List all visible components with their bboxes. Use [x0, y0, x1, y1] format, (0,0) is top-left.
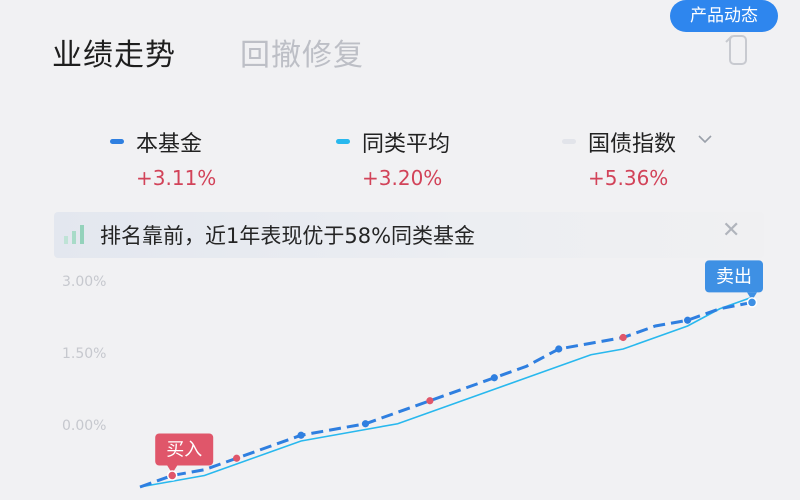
y-tick-label: 0.00%	[62, 418, 106, 434]
sell-marker[interactable]: 卖出	[705, 260, 763, 308]
series-line-category-average	[139, 296, 753, 488]
series-line-fund	[139, 300, 753, 489]
legend-swatch-category-average	[336, 139, 350, 144]
tab-performance[interactable]: 业绩走势	[52, 38, 176, 73]
buy-marker-label: 买入	[166, 440, 202, 461]
legend-name: 本基金	[136, 132, 203, 157]
legend-name: 同类平均	[362, 132, 451, 157]
y-tick-label: 1.50%	[62, 346, 106, 362]
legend-name: 国债指数	[588, 132, 677, 157]
trade-point	[233, 454, 241, 462]
phone-icon[interactable]	[722, 32, 752, 68]
legend-swatch-treasury-index	[562, 139, 576, 144]
performance-chart: 3.00% 1.50% 0.00% 买入 卖出	[62, 260, 763, 489]
close-icon[interactable]: ✕	[722, 218, 741, 243]
y-axis-ticks: 3.00% 1.50% 0.00%	[62, 274, 106, 434]
trade-point	[555, 345, 563, 353]
legend-swatch-fund	[110, 139, 124, 144]
ranking-text: 排名靠前，近1年表现优于58%同类基金	[100, 224, 476, 248]
buy-marker[interactable]: 买入	[155, 433, 214, 481]
product-news-button[interactable]: 产品动态	[670, 0, 778, 32]
sell-marker-label: 卖出	[716, 266, 752, 287]
legend-value: +5.36%	[588, 166, 669, 190]
chevron-down-icon[interactable]	[696, 130, 714, 153]
trade-point	[683, 316, 692, 324]
ranking-banner[interactable]: 排名靠前，近1年表现优于58%同类基金 ✕	[54, 212, 764, 258]
y-tick-label: 3.00%	[62, 274, 106, 290]
trade-point	[490, 374, 498, 382]
trade-point	[619, 333, 627, 342]
trade-point	[297, 431, 305, 439]
legend-value: +3.20%	[362, 166, 443, 190]
tab-drawdown-repair[interactable]: 回撤修复	[240, 38, 364, 73]
trade-point	[361, 420, 370, 428]
bar-chart-icon	[64, 225, 84, 244]
legend-value: +3.11%	[136, 166, 217, 190]
trade-point	[426, 397, 434, 405]
